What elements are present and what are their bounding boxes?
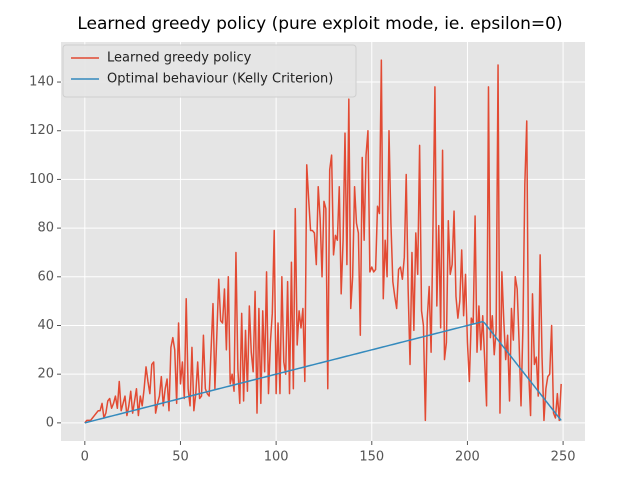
- legend-label: Optimal behaviour (Kelly Criterion): [107, 72, 333, 87]
- y-tick-label: 0: [46, 415, 54, 430]
- x-tick-label: 150: [359, 450, 384, 465]
- y-tick-label: 140: [29, 75, 54, 90]
- x-tick-label: 100: [264, 450, 289, 465]
- chart-title: Learned greedy policy (pure exploit mode…: [77, 14, 562, 34]
- data-line: [84, 320, 562, 424]
- y-tick-label: 100: [29, 172, 54, 187]
- y-tick-label: 60: [37, 269, 54, 284]
- x-tick-label: 50: [172, 450, 189, 465]
- y-tick-label: 120: [29, 123, 54, 138]
- x-tick-label: 200: [455, 450, 480, 465]
- y-tick-label: 40: [37, 318, 54, 333]
- x-tick-label: 250: [551, 450, 576, 465]
- legend-label: Learned greedy policy: [107, 51, 252, 66]
- legend-box: [62, 44, 357, 98]
- x-tick-label: 0: [81, 450, 89, 465]
- y-tick-label: 80: [37, 221, 54, 236]
- y-tick-label: 20: [37, 367, 54, 382]
- data-line: [84, 59, 562, 424]
